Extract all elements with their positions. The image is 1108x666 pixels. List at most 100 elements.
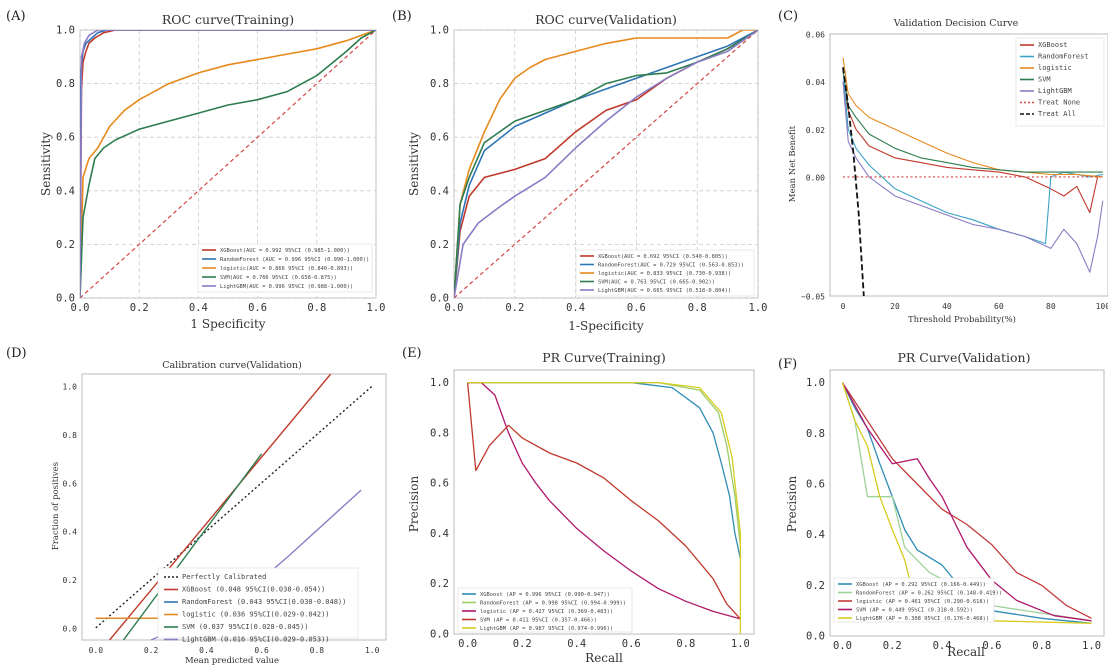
x-axis-label-d: Mean predicted value bbox=[185, 656, 279, 666]
series-line-e-2 bbox=[467, 381, 741, 620]
y-axis-label-f: Precision bbox=[785, 476, 799, 533]
x-ticks-d: 0.0 0.2 0.4 0.6 0.8 1.0 bbox=[89, 646, 380, 655]
series-line-e-4 bbox=[467, 381, 742, 634]
x-tick-label-e-5: 1.0 bbox=[731, 638, 750, 650]
curves-e bbox=[466, 381, 742, 634]
x-ticks-f: 0.0 0.2 0.4 0.6 0.8 1.0 bbox=[833, 640, 1101, 652]
chart-title-c: Validation Decision Curve bbox=[893, 18, 1019, 29]
legend-label-b-4: LightGBM(AUC = 0.665 95%CI (0.518-0.804)… bbox=[598, 288, 731, 294]
x-axis-label-a: 1 Specificity bbox=[190, 317, 265, 331]
legend-label-e-2: logistic (AP = 0.427 95%CI (0.369-0.483)… bbox=[480, 609, 613, 615]
legend-label-d-3: logistic (0.036 95%CI(0.029-0.042)) bbox=[182, 611, 330, 619]
legend-label-c-0: XGBoost bbox=[1038, 41, 1068, 49]
x-tick-label-b-0: 0.0 bbox=[445, 302, 464, 314]
legend-e: XGBoost (AP = 0.996 95%CI (0.990-0.947))… bbox=[462, 592, 626, 632]
legend-a: XGBoost(AUC = 0.992 95%CI (0.985-1.000))… bbox=[202, 248, 369, 290]
y-tick-label-f-4: 0.8 bbox=[806, 428, 825, 440]
y-tick-label-b-3: 0.6 bbox=[430, 132, 449, 144]
panel-letter-e: (E) bbox=[402, 346, 422, 361]
legend-c: XGBoost RandomForest logistic SVM LightGBM Tr… bbox=[1020, 41, 1089, 118]
y-tick-label-a-4: 0.8 bbox=[56, 78, 75, 90]
series-line-d-1 bbox=[109, 374, 332, 640]
panel-a: (A) ROC curve(Training) 0.0 0.2 0.4 0.6 0.8 1… bbox=[6, 9, 385, 331]
chart-title-a: ROC curve(Training) bbox=[162, 12, 294, 27]
gridlines-b bbox=[453, 29, 759, 299]
legend-box-b bbox=[575, 249, 755, 297]
x-tick-label-c-5: 100 bbox=[1096, 302, 1108, 311]
y-tick-label-e-5: 1.0 bbox=[430, 377, 449, 389]
x-tick-label-c-3: 60 bbox=[994, 302, 1004, 311]
series-line-c-1 bbox=[842, 69, 1103, 245]
legend-label-a-3: SVM(AUC = 0.766 95%CI (0.658-0.875)) bbox=[220, 275, 337, 281]
x-tick-label-c-4: 80 bbox=[1046, 302, 1056, 311]
y-tick-label-a-3: 0.6 bbox=[56, 132, 75, 144]
x-tick-label-e-1: 0.2 bbox=[513, 638, 532, 650]
y-tick-label-a-2: 0.4 bbox=[56, 185, 75, 197]
curves-b bbox=[453, 29, 759, 299]
series-line-a-2 bbox=[80, 30, 376, 298]
legend-label-b-0: XGBoost(AUC = 0.692 95%CI (0.540-0.805)) bbox=[598, 254, 728, 260]
legend-label-c-3: SVM bbox=[1038, 76, 1051, 84]
panel-f: (F) PR Curve(Validation) 0.0 0.2 0.4 0.6 0.8… bbox=[778, 350, 1105, 659]
y-tick-label-d-1: 0.2 bbox=[63, 576, 78, 585]
legend-box-c bbox=[1015, 37, 1105, 127]
x-tick-label-e-3: 0.6 bbox=[622, 638, 641, 650]
x-tick-label-d-1: 0.2 bbox=[144, 646, 159, 655]
legend-box-e bbox=[457, 587, 633, 633]
y-tick-label-d-3: 0.6 bbox=[63, 479, 78, 488]
legend-label-d-5: LightGBM (0.016 95%CI(0.029-0.053)) bbox=[182, 636, 330, 644]
x-tick-label-f-2: 0.4 bbox=[933, 640, 952, 652]
x-tick-label-a-1: 0.2 bbox=[130, 302, 149, 314]
legend-label-c-4: LightGBM bbox=[1038, 87, 1072, 95]
y-axis-label-c: Mean Net Benefit bbox=[788, 125, 798, 202]
legend-label-c-5: Treat None bbox=[1038, 99, 1080, 107]
y-axis-label-d: Fraction of positives bbox=[51, 462, 61, 550]
x-tick-label-a-4: 0.8 bbox=[307, 302, 326, 314]
legend-label-d-0: Perfectly Calibrated bbox=[182, 573, 266, 581]
y-tick-label-b-2: 0.4 bbox=[430, 185, 449, 197]
series-line-c-6 bbox=[842, 67, 865, 296]
x-tick-label-c-2: 40 bbox=[942, 302, 952, 311]
y-tick-label-f-5: 1.0 bbox=[806, 377, 825, 389]
x-axis-label-f: Recall bbox=[947, 645, 985, 659]
chart-title-f: PR Curve(Validation) bbox=[898, 350, 1031, 365]
legend-label-b-2: logistic(AUC = 0.833 95%CI (0.730-0.938)… bbox=[598, 271, 731, 277]
y-ticks-c: −0.05 0.00 0.02 0.04 0.06 bbox=[801, 31, 825, 302]
panel-c: (C) Validation Decision Curve 0 20 40 60 80 1… bbox=[778, 9, 1108, 325]
y-tick-label-c-2: 0.02 bbox=[806, 126, 825, 135]
x-ticks-e: 0.0 0.2 0.4 0.6 0.8 1.0 bbox=[458, 638, 750, 650]
panel-letter-c: (C) bbox=[778, 9, 798, 24]
x-tick-label-f-0: 0.0 bbox=[833, 640, 852, 652]
x-ticks-a: 0.0 0.2 0.4 0.6 0.8 1.0 bbox=[71, 302, 386, 314]
curves-a bbox=[79, 29, 377, 299]
y-tick-label-a-0: 0.0 bbox=[56, 293, 75, 305]
y-tick-label-d-0: 0.0 bbox=[63, 624, 78, 633]
curves-c bbox=[842, 57, 1104, 296]
y-ticks-d: 0.0 0.2 0.4 0.6 0.8 1.0 bbox=[63, 383, 78, 634]
y-tick-label-a-5: 1.0 bbox=[56, 25, 75, 37]
legend-label-b-1: RandomForest(AUC = 0.729 95%CI (0.563-0.… bbox=[598, 263, 744, 269]
panel-letter-a: (A) bbox=[6, 9, 26, 24]
y-axis-label-a: Sensitivity bbox=[39, 132, 53, 196]
x-tick-label-d-4: 0.8 bbox=[310, 646, 325, 655]
panel-b: (B) ROC curve(Validation) 0.0 0.2 0.4 0.6 0.… bbox=[392, 9, 767, 333]
y-tick-label-b-0: 0.0 bbox=[430, 293, 449, 305]
chart-title-d: Calibration curve(Validation) bbox=[162, 360, 302, 371]
series-line-d-4 bbox=[122, 453, 263, 640]
x-tick-label-b-3: 0.6 bbox=[627, 302, 646, 314]
legend-box-d bbox=[157, 567, 359, 639]
x-tick-label-e-4: 0.8 bbox=[676, 638, 695, 650]
legend-f: XGBoost (AP = 0.292 95%CI (0.166-0.449))… bbox=[838, 582, 1002, 622]
x-tick-label-d-2: 0.4 bbox=[199, 646, 214, 655]
legend-label-d-1: XGBoost (0.048 95%CI(0.038-0.054)) bbox=[182, 586, 325, 594]
series-line-a-3 bbox=[80, 30, 376, 298]
x-axis-label-b: 1-Specificity bbox=[568, 319, 644, 333]
y-tick-label-c-1: 0.00 bbox=[806, 173, 825, 182]
reference-line-a bbox=[79, 29, 377, 299]
legend-label-f-3: SVM (AP = 0.449 95%CI (0.318-0.592)) bbox=[856, 608, 973, 614]
y-tick-label-e-1: 0.2 bbox=[430, 578, 449, 590]
x-tick-label-b-4: 0.8 bbox=[688, 302, 707, 314]
y-axis-label-e: Precision bbox=[407, 476, 421, 533]
y-tick-label-c-3: 0.04 bbox=[806, 78, 825, 87]
y-tick-label-f-0: 0.0 bbox=[806, 631, 825, 643]
